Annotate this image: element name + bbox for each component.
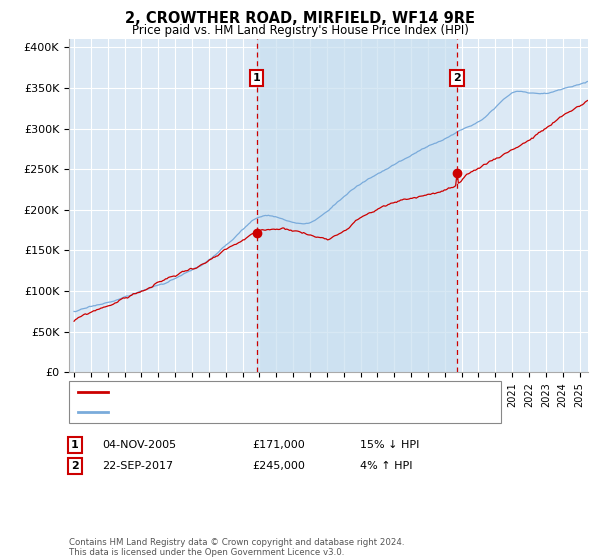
Text: Contains HM Land Registry data © Crown copyright and database right 2024.
This d: Contains HM Land Registry data © Crown c… — [69, 538, 404, 557]
Text: £171,000: £171,000 — [252, 440, 305, 450]
Text: HPI: Average price, detached house, Kirklees: HPI: Average price, detached house, Kirk… — [114, 407, 349, 417]
Text: Price paid vs. HM Land Registry's House Price Index (HPI): Price paid vs. HM Land Registry's House … — [131, 24, 469, 36]
Text: 2, CROWTHER ROAD, MIRFIELD, WF14 9RE: 2, CROWTHER ROAD, MIRFIELD, WF14 9RE — [125, 11, 475, 26]
Text: 2: 2 — [71, 461, 79, 471]
Text: 2: 2 — [453, 73, 461, 83]
Text: £245,000: £245,000 — [252, 461, 305, 471]
Bar — [257, 39, 457, 372]
Text: 1: 1 — [253, 73, 260, 83]
Text: 2, CROWTHER ROAD, MIRFIELD, WF14 9RE (detached house): 2, CROWTHER ROAD, MIRFIELD, WF14 9RE (de… — [114, 387, 431, 397]
Text: 22-SEP-2017: 22-SEP-2017 — [102, 461, 173, 471]
Text: 04-NOV-2005: 04-NOV-2005 — [102, 440, 176, 450]
Text: 1: 1 — [71, 440, 79, 450]
Text: 15% ↓ HPI: 15% ↓ HPI — [360, 440, 419, 450]
Text: 4% ↑ HPI: 4% ↑ HPI — [360, 461, 413, 471]
